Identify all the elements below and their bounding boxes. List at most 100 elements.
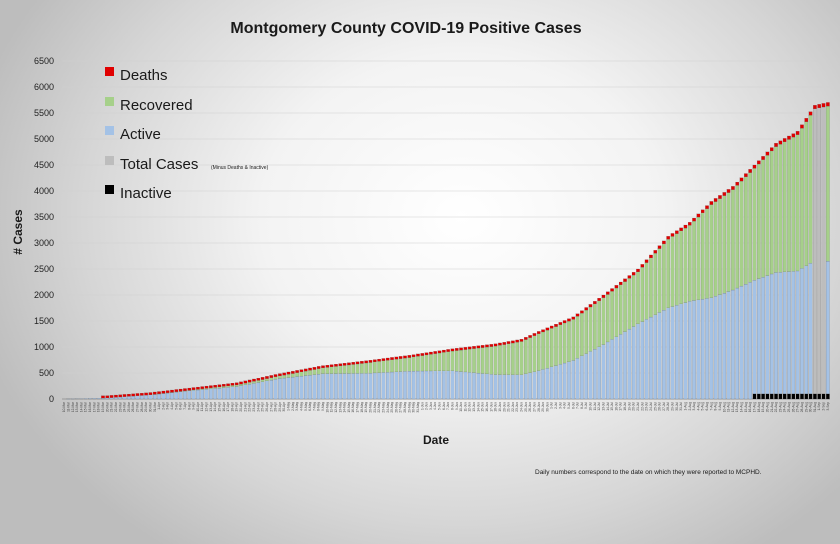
x-tick-label: 14-May	[343, 402, 347, 413]
x-tick-label: 17-Jun	[489, 402, 493, 412]
bar-active	[765, 275, 770, 394]
legend-label: Deaths	[120, 67, 168, 84]
bar-deaths	[813, 105, 817, 109]
bar-deaths	[476, 345, 481, 349]
bar-active	[230, 386, 235, 400]
bar-active	[800, 268, 804, 394]
x-tick-label: 20-Mar	[105, 401, 109, 412]
bar-deaths	[726, 189, 731, 193]
x-tick-label: 25-Mar	[127, 401, 131, 412]
y-tick-label: 2500	[34, 264, 54, 274]
bar-recovered	[480, 347, 485, 374]
bar-active	[804, 265, 809, 394]
bar-recovered	[273, 376, 278, 380]
bar-active	[265, 380, 269, 400]
x-tick-label: 13-May	[338, 402, 342, 413]
bar-recovered	[308, 370, 312, 376]
bar-deaths	[304, 368, 308, 372]
bar-active	[735, 287, 739, 400]
bar-recovered	[618, 284, 623, 335]
bar-active	[398, 371, 403, 400]
bar-recovered	[722, 195, 727, 294]
x-tick-label: 6-Jul	[571, 402, 575, 409]
x-tick-label: 21-Jul	[636, 402, 640, 411]
bar-active	[191, 390, 196, 400]
y-tick-label: 4000	[34, 186, 54, 196]
bar-deaths	[670, 233, 675, 237]
x-tick-label: 21-Apr	[243, 401, 247, 412]
bar-recovered	[575, 316, 580, 359]
x-tick-label: 27-Jun	[532, 402, 536, 412]
x-tick-label: 7-May	[312, 402, 316, 411]
x-tick-label: 2-Sep	[822, 402, 826, 411]
bar-deaths	[420, 353, 425, 356]
x-tick-label: 20-Jun	[502, 402, 506, 412]
bar-deaths	[273, 374, 278, 377]
bar-recovered	[476, 347, 481, 374]
bar-deaths	[757, 160, 761, 165]
bar-recovered	[761, 159, 765, 278]
x-tick-label: 15-May	[347, 402, 351, 413]
bar-active	[528, 372, 532, 400]
bar-active	[174, 392, 179, 400]
bar-recovered	[700, 212, 705, 300]
bar-recovered	[243, 383, 248, 385]
bar-active	[127, 396, 131, 400]
bar-active	[782, 271, 787, 394]
bar-active	[148, 394, 153, 400]
bar-deaths	[463, 347, 468, 350]
x-tick-label: 26-Jul	[658, 402, 662, 411]
y-tick-label: 4500	[34, 160, 54, 170]
bar-active	[161, 393, 166, 400]
bar-active	[769, 273, 774, 394]
bar-recovered	[580, 313, 584, 356]
bar-active	[144, 395, 148, 400]
bar-deaths	[485, 344, 489, 348]
bar-recovered	[191, 389, 196, 391]
bar-deaths	[416, 353, 420, 357]
bar-active	[601, 344, 606, 400]
bar-deaths	[459, 347, 463, 351]
x-tick-label: 6-Aug	[705, 402, 709, 411]
bar-recovered	[321, 367, 325, 374]
bar-inactive	[765, 393, 770, 400]
bar-active	[269, 380, 274, 400]
bar-deaths	[804, 118, 809, 122]
x-tick-label: 30-Jun	[545, 402, 549, 412]
bar-recovered	[800, 128, 804, 269]
bar-active	[114, 397, 118, 400]
x-tick-label: 25-Apr	[261, 401, 265, 412]
x-tick-label: 12-Apr	[205, 401, 209, 412]
x-tick-label: 7-Jul	[576, 402, 580, 409]
x-tick-label: 18-Apr	[230, 401, 234, 412]
bar-deaths	[437, 350, 442, 354]
bar-deaths	[334, 364, 338, 367]
bar-recovered	[644, 262, 649, 320]
bar-active	[554, 365, 558, 400]
bar-active	[532, 371, 537, 400]
bar-recovered	[493, 345, 498, 375]
bar-active	[178, 391, 183, 400]
x-tick-label: 1-Jul	[550, 402, 554, 409]
x-tick-label: 26-May	[394, 402, 398, 413]
x-tick-label: 23-Jul	[645, 402, 649, 411]
x-tick-label: 4-Jun	[433, 402, 437, 410]
bar-deaths	[178, 388, 183, 392]
footnote: Daily numbers correspond to the date on …	[535, 469, 762, 476]
bar-deaths	[700, 209, 705, 213]
bar-recovered	[610, 291, 614, 340]
bar-recovered	[360, 363, 364, 374]
bar-deaths	[588, 304, 593, 308]
bar-deaths	[515, 339, 519, 343]
bar-deaths	[260, 377, 265, 380]
bar-recovered	[429, 354, 433, 372]
bar-deaths	[433, 351, 437, 354]
bar-recovered	[217, 386, 222, 389]
x-tick-label: 27-Jul	[662, 402, 666, 411]
bar-deaths	[364, 360, 368, 364]
x-tick-label: 8-Apr	[187, 401, 191, 410]
bars	[66, 102, 830, 400]
bar-recovered	[614, 287, 619, 337]
bar-recovered	[627, 278, 632, 330]
bar-total-cases	[821, 106, 826, 394]
